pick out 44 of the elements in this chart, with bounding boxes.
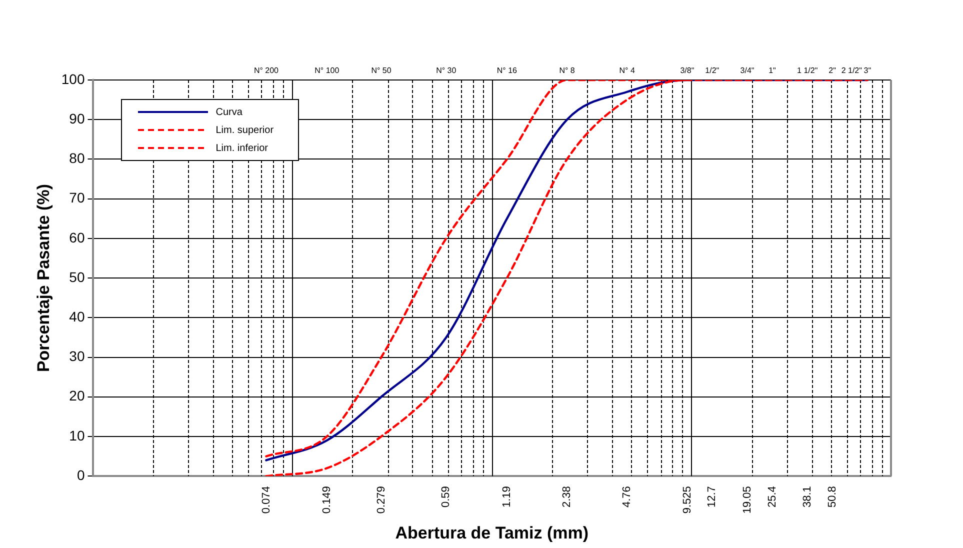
text: 1/2" (705, 66, 720, 76)
y-axis-title: Porcentaje Pasante (%) (34, 184, 53, 372)
x-tick-label: 9.525 (681, 486, 694, 514)
y-tick-label: 0 (76, 466, 85, 483)
text: N° 4 (619, 66, 636, 76)
text: 3" (864, 66, 872, 76)
text: N° 16 (496, 66, 518, 76)
y-tick-label: 80 (69, 150, 85, 166)
text: 2" (828, 66, 836, 76)
legend-label: Curva (216, 106, 242, 118)
x-tick-label: 0.149 (320, 486, 333, 514)
x-tick-label: 0.074 (260, 486, 272, 514)
y-tick-label: 70 (69, 190, 85, 206)
x-tick-label: 0.279 (375, 486, 388, 514)
y-tick-label: 90 (69, 110, 85, 126)
x-tick-label: 1.19 (500, 486, 513, 508)
text: 1" (768, 66, 776, 76)
y-tick-label: 40 (69, 308, 85, 325)
text: 3/4" (740, 66, 754, 76)
x-tick-label: 12.7 (706, 486, 718, 508)
text: N° 8 (559, 66, 576, 76)
y-tick-label: 20 (69, 388, 85, 404)
x-tick-label: 0.59 (440, 486, 452, 508)
x-tick-label: 2.38 (561, 486, 574, 508)
x-tick-label: 38.1 (801, 486, 814, 508)
x-axis-title: Abertura de Tamiz (mm) (395, 523, 589, 542)
x-tick-label: 4.76 (621, 486, 634, 508)
y-tick-label: 30 (69, 348, 85, 364)
y-tick-label: 50 (69, 268, 85, 285)
y-tick-label: 100 (61, 70, 85, 87)
x-tick-label: 19.05 (741, 486, 754, 514)
text: 3/8" (680, 66, 694, 76)
legend-label: Lim. superior (216, 124, 274, 136)
text: N° 50 (371, 66, 392, 76)
text: N° 100 (314, 66, 340, 76)
x-tick-label: 50.8 (826, 486, 838, 508)
y-tick-label: 60 (69, 229, 85, 246)
text: N° 30 (436, 66, 457, 76)
text: 2 1/2" (841, 66, 862, 76)
text: N° 200 (254, 66, 280, 76)
y-tick-label: 10 (69, 427, 85, 444)
text: 1 1/2" (797, 66, 818, 76)
x-tick-label: 25.4 (766, 486, 778, 508)
legend-label: Lim. inferior (216, 142, 268, 154)
